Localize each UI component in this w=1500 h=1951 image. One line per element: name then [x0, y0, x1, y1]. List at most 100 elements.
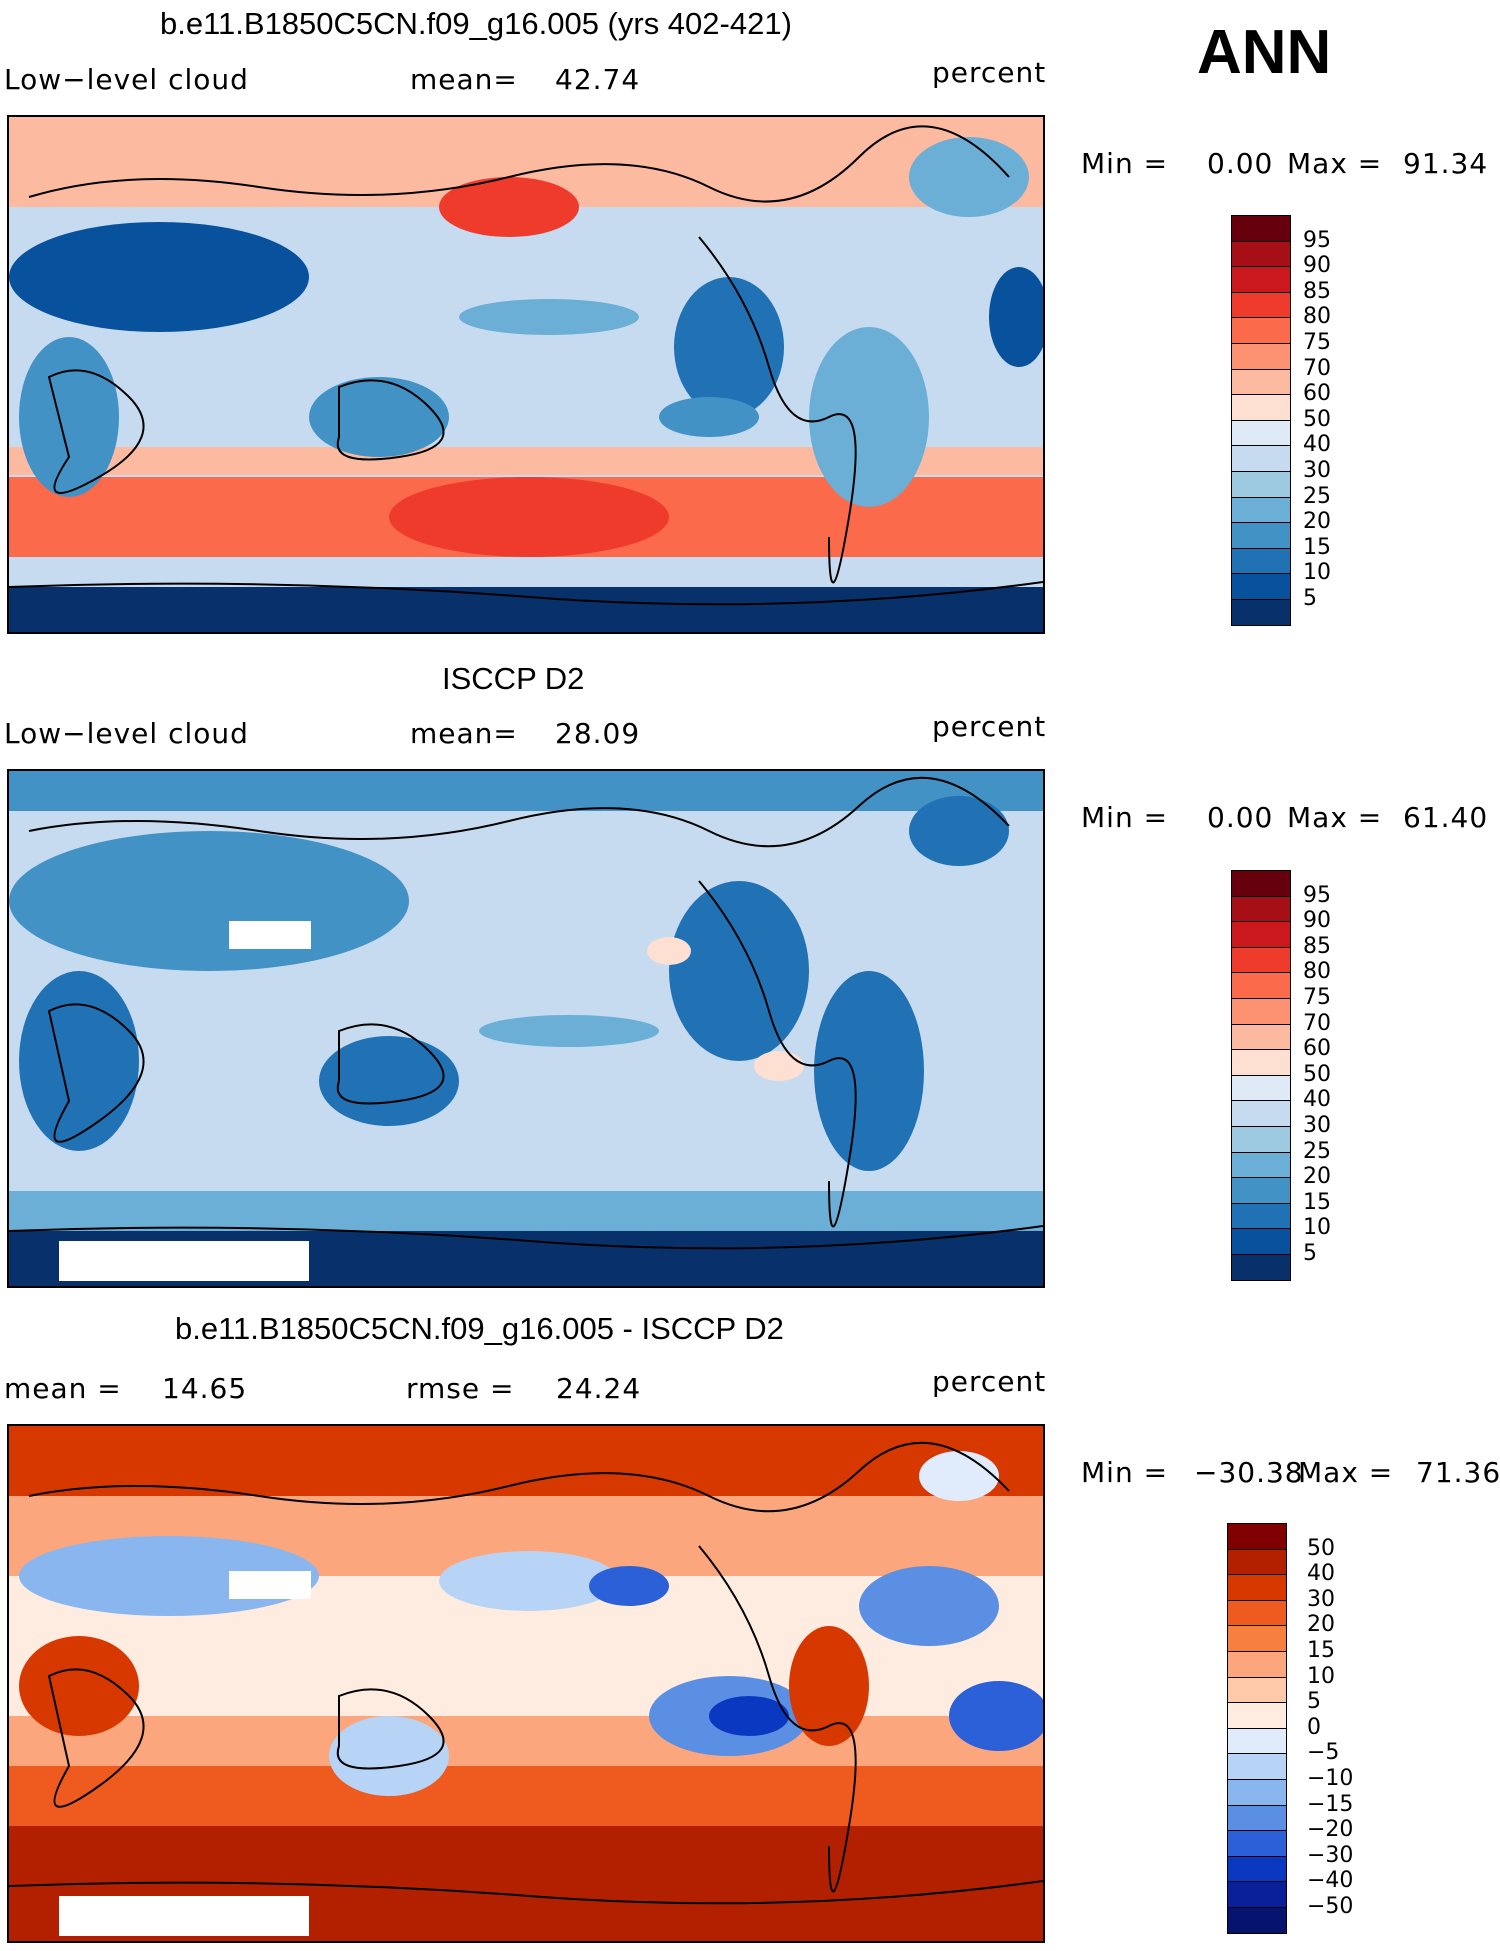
colorbar-tick-label: 95 — [1303, 227, 1331, 253]
map-graphic — [9, 117, 1043, 632]
max-label: Max = — [1287, 801, 1383, 834]
colorbar-tick-label: 10 — [1303, 560, 1331, 586]
colorbar-tick-label: −20 — [1307, 1817, 1354, 1843]
colorbar-segment — [1227, 1625, 1287, 1652]
max-label: Max = — [1287, 147, 1383, 180]
colorbar-tick-label: 80 — [1303, 959, 1331, 985]
min-label: Min = — [1081, 801, 1169, 834]
colorbar-tick-label: 10 — [1303, 1215, 1331, 1241]
colorbar-segment — [1231, 946, 1291, 974]
colorbar-tick-label: 20 — [1303, 1164, 1331, 1190]
colorbar-segment — [1231, 215, 1291, 242]
min-value: 0.00 — [1207, 801, 1274, 834]
colorbar-segment — [1231, 547, 1291, 575]
min-value: 0.00 — [1207, 147, 1274, 180]
colorbar-segment — [1231, 1049, 1291, 1076]
rmse-value: 24.24 — [556, 1372, 642, 1405]
colorbar-segment — [1231, 998, 1291, 1025]
map-model-low-cloud — [7, 115, 1045, 634]
colorbar-tick-label: 85 — [1303, 278, 1331, 304]
colorbar-tick-label: 70 — [1303, 355, 1331, 381]
colorbar-segment — [1231, 291, 1291, 319]
colorbar-segment — [1227, 1881, 1287, 1908]
colorbar-segment — [1231, 522, 1291, 549]
rmse-label: rmse = — [406, 1372, 515, 1405]
colorbar-segment — [1231, 1151, 1291, 1179]
colorbar-tick-label: 75 — [1303, 985, 1331, 1010]
colorbar-segment — [1227, 1676, 1287, 1704]
colorbar-tick-label: 5 — [1303, 586, 1317, 611]
colorbar-segment — [1231, 1228, 1291, 1255]
colorbar-diff: 50 40 30 20 15 10 5 0 −5 −10 −15 −20 −30 −40 −50 — [1227, 1523, 1353, 1934]
colorbar-segment — [1227, 1830, 1287, 1857]
colorbar-tick-label: 95 — [1303, 882, 1331, 908]
map-graphic — [9, 1426, 1043, 1941]
colorbar-model: 95 90 85 80 75 70 60 50 40 30 25 20 15 10 5 — [1231, 215, 1331, 626]
colorbar-segment — [1227, 1753, 1287, 1780]
colorbar-tick-label: −15 — [1307, 1791, 1354, 1817]
map-graphic — [9, 771, 1043, 1286]
colorbar-tick-label: 20 — [1307, 1612, 1335, 1638]
colorbar-tick-label: 40 — [1303, 1087, 1331, 1113]
colorbar-segment — [1231, 1074, 1291, 1102]
colorbar-tick-label: 15 — [1303, 534, 1331, 560]
colorbar-segment — [1227, 1855, 1287, 1883]
colorbar-tick-label: 50 — [1307, 1535, 1335, 1561]
map-isccp-low-cloud — [7, 769, 1045, 1288]
colorbar-tick-label: 60 — [1303, 1036, 1331, 1062]
colorbar-segment — [1231, 921, 1291, 948]
colorbar-tick-label: 25 — [1303, 1138, 1331, 1164]
colorbar-segment — [1231, 573, 1291, 600]
colorbar-tick-label: 5 — [1303, 1241, 1317, 1266]
colorbar-tick-label: 90 — [1303, 908, 1331, 934]
min-label: Min = — [1081, 147, 1169, 180]
colorbar-segment — [1227, 1651, 1287, 1678]
max-value: 71.36 — [1416, 1456, 1500, 1489]
colorbar-segment — [1231, 972, 1291, 999]
colorbar-segment — [1231, 1126, 1291, 1153]
mean-label: mean = — [4, 1372, 122, 1405]
colorbar-segment — [1227, 1574, 1287, 1601]
colorbar-tick-label: 90 — [1303, 253, 1331, 279]
colorbar-segment — [1231, 445, 1291, 472]
colorbar-segment — [1231, 1202, 1291, 1230]
colorbar-segment — [1227, 1804, 1287, 1832]
colorbar-tick-label: 80 — [1303, 304, 1331, 330]
mean-value: 28.09 — [555, 717, 641, 750]
colorbar-tick-label: 15 — [1303, 1189, 1331, 1215]
colorbar-tick-label: 25 — [1303, 483, 1331, 509]
min-label: Min = — [1081, 1456, 1169, 1489]
max-label: Max = — [1298, 1456, 1394, 1489]
colorbar-segment — [1231, 343, 1291, 370]
colorbar-tick-label: 30 — [1303, 1113, 1331, 1138]
map-difference — [7, 1424, 1045, 1943]
mean-label: mean= — [410, 63, 518, 96]
colorbar-tick-label: 10 — [1307, 1663, 1335, 1689]
colorbar-tick-label: 15 — [1307, 1638, 1335, 1663]
colorbar-segment — [1227, 1599, 1287, 1627]
colorbar-segment — [1231, 1177, 1291, 1204]
colorbar-segment — [1227, 1727, 1287, 1755]
variable-label: Low−level cloud — [4, 63, 249, 96]
colorbar-tick-label: 75 — [1303, 330, 1331, 355]
colorbar-tick-label: 0 — [1307, 1714, 1321, 1740]
max-value: 91.34 — [1403, 147, 1489, 180]
panel-title: b.e11.B1850C5CN.f09_g16.005 (yrs 402-421… — [160, 6, 792, 41]
colorbar-tick-label: 40 — [1307, 1561, 1335, 1587]
colorbar-tick-label: −50 — [1307, 1894, 1354, 1919]
colorbar-tick-label: 60 — [1303, 381, 1331, 407]
units-label: percent — [932, 56, 1047, 89]
colorbar-segment — [1231, 1254, 1291, 1281]
colorbar-segment — [1231, 1023, 1291, 1051]
colorbar-segment — [1231, 599, 1291, 626]
colorbar-segment — [1227, 1548, 1287, 1576]
colorbar-tick-label: 50 — [1303, 1061, 1331, 1087]
panel-title: b.e11.B1850C5CN.f09_g16.005 - ISCCP D2 — [175, 1311, 784, 1346]
mean-value: 14.65 — [162, 1372, 248, 1405]
colorbar-tick-label: −10 — [1307, 1766, 1354, 1791]
variable-label: Low−level cloud — [4, 717, 249, 750]
colorbar-segment — [1231, 419, 1291, 447]
colorbar-tick-label: 70 — [1303, 1010, 1331, 1036]
colorbar-tick-label: 20 — [1303, 509, 1331, 535]
colorbar-segment — [1231, 368, 1291, 396]
